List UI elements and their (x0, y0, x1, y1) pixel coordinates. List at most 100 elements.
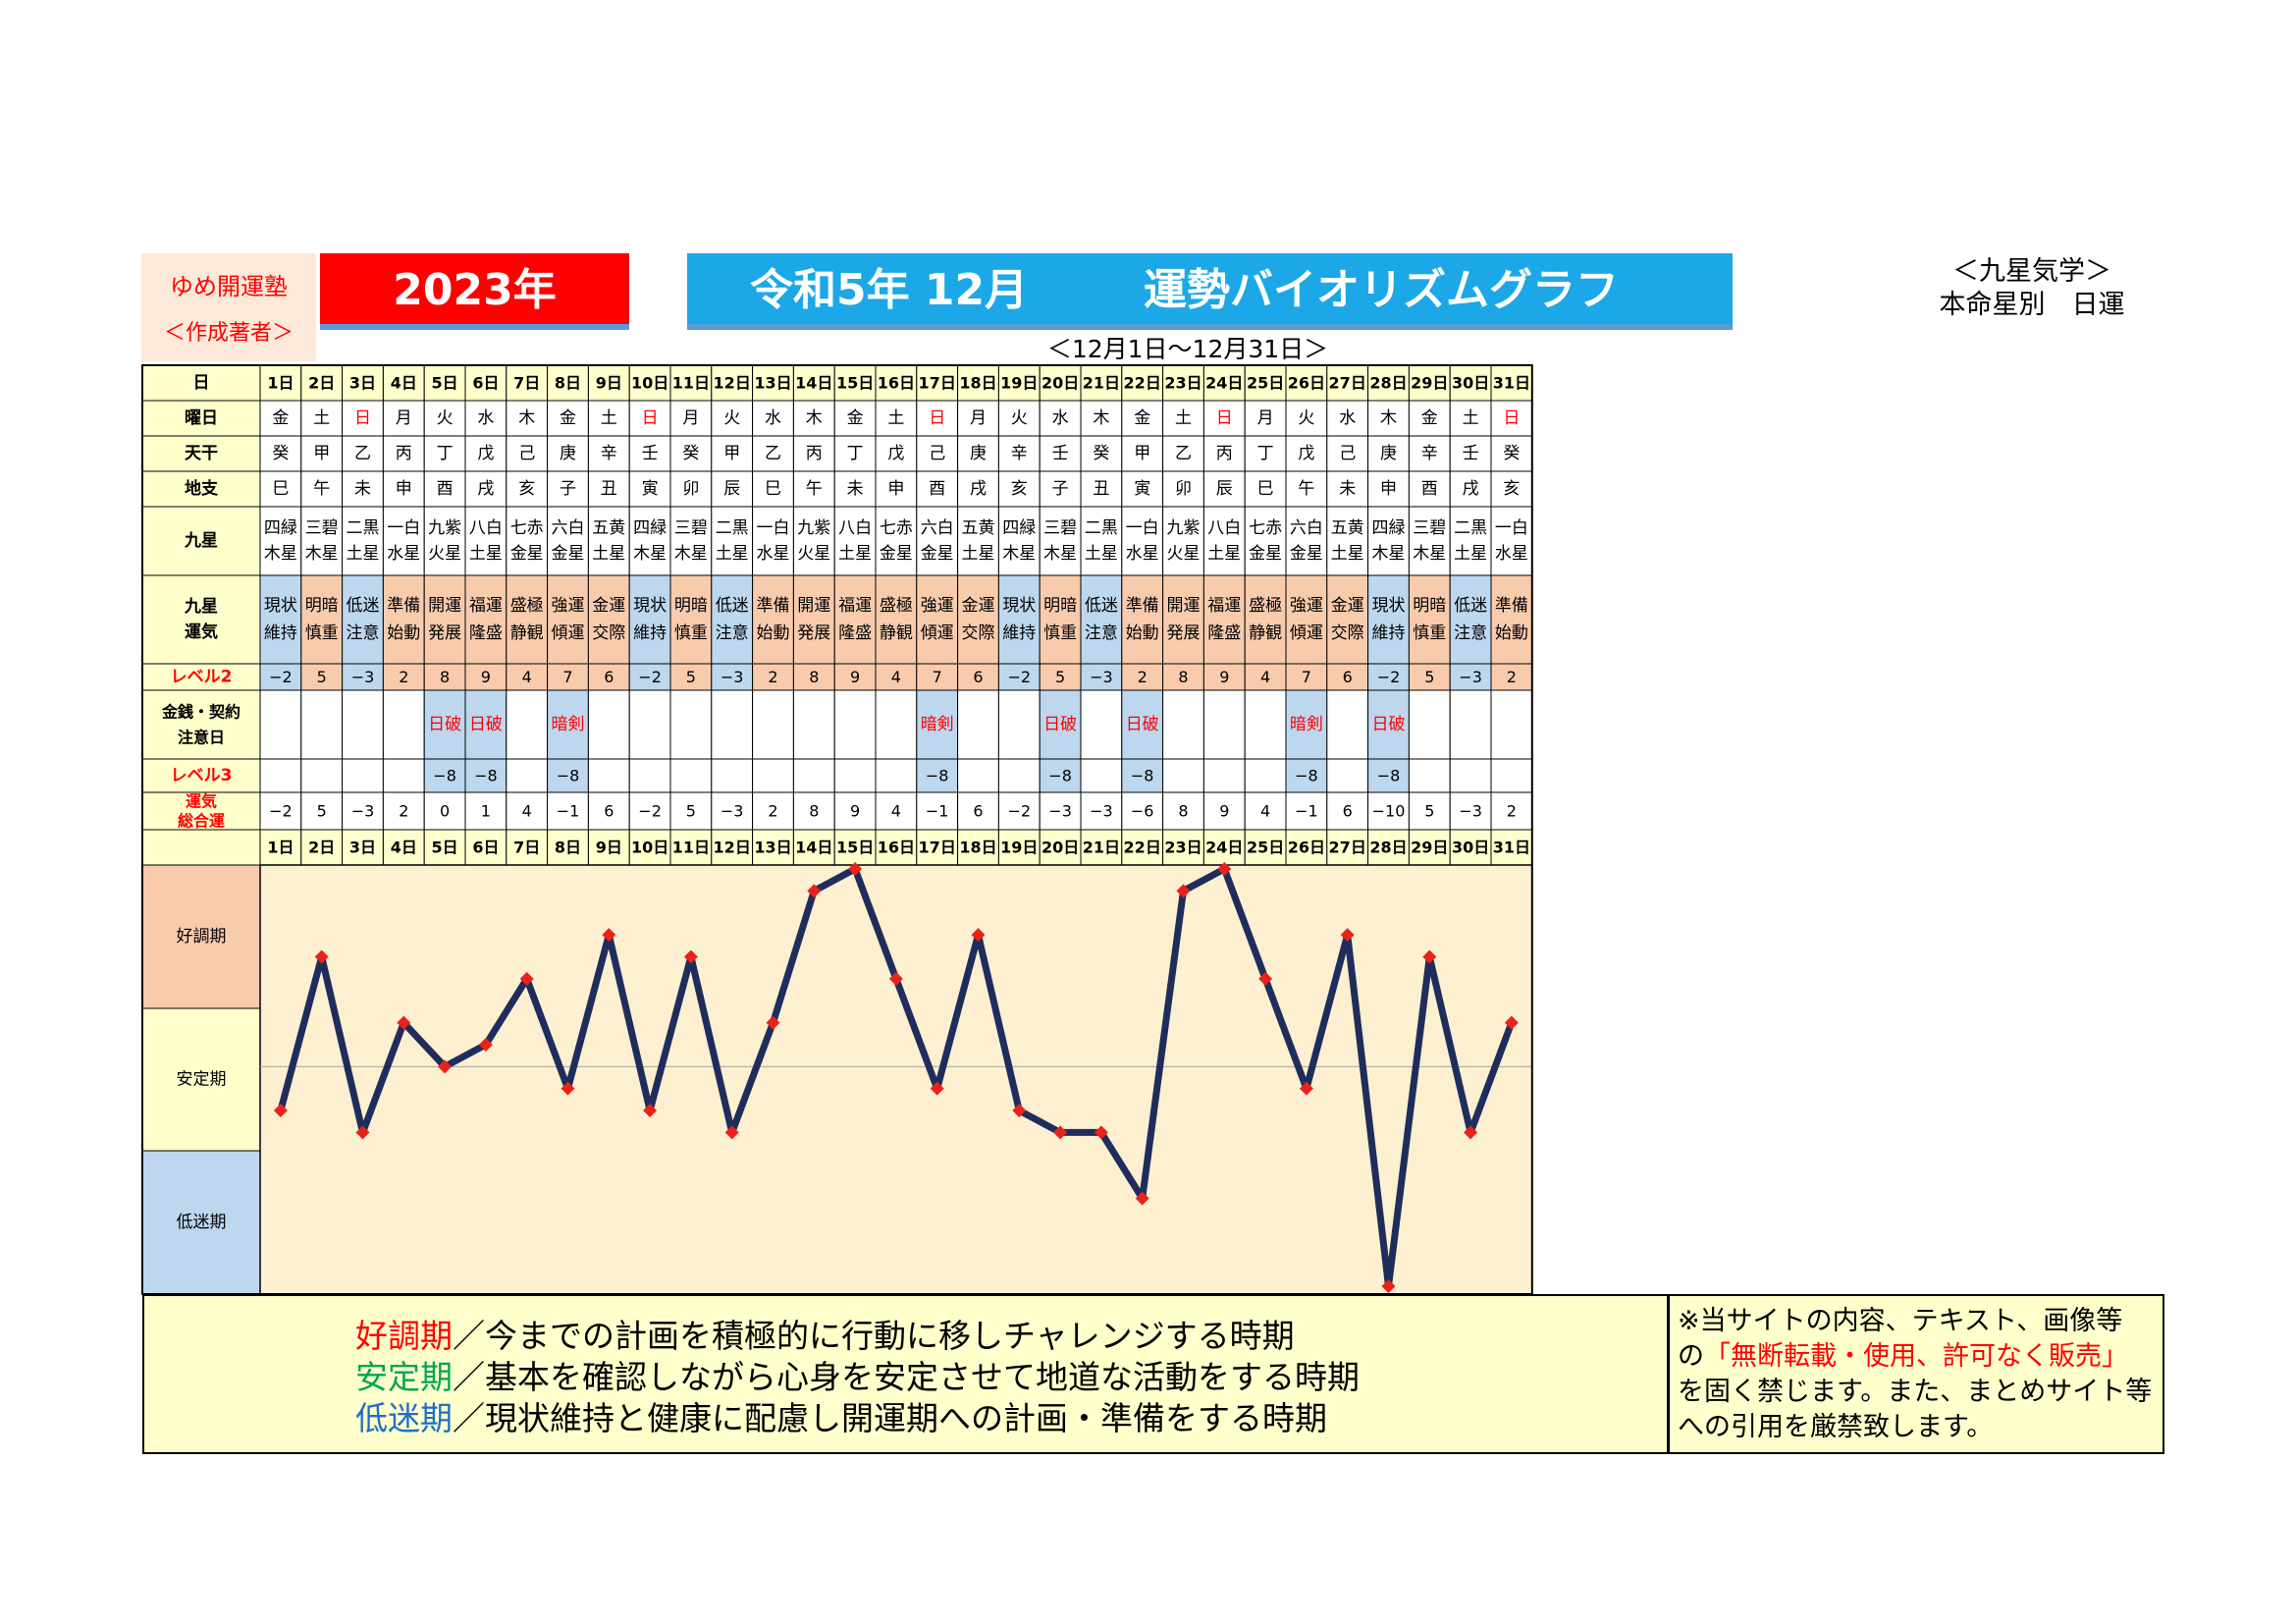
period-label-2: 低迷期 (177, 1213, 227, 1232)
weekday-label: 火 (723, 408, 740, 428)
tenkan-label: 乙 (354, 444, 371, 463)
chishi-label: 午 (1298, 479, 1314, 499)
cell-weekday (833, 400, 877, 437)
cell-level2 (1408, 663, 1451, 691)
cell-unki (1121, 574, 1164, 665)
cell-day (628, 364, 671, 402)
day-label: 10日 (631, 839, 668, 857)
unki-label: 注意 (347, 623, 380, 643)
total-value: 9 (850, 802, 860, 821)
chishi-label: 亥 (1011, 479, 1028, 499)
kyusei-label: 土星 (1454, 544, 1487, 564)
level3-value: −8 (1377, 767, 1401, 785)
cell-chishi (628, 470, 671, 508)
unki-label: 盛極 (1249, 596, 1282, 616)
cell-kyusei (997, 506, 1041, 576)
total-value: 0 (440, 802, 450, 821)
tenkan-label: 甲 (723, 444, 740, 463)
level2-value: 9 (850, 668, 860, 686)
unki-label: 盛極 (880, 596, 913, 616)
data-point-marker (766, 1015, 780, 1030)
cell-unki (1202, 574, 1246, 665)
kyusei-label: 一白 (1495, 518, 1528, 538)
cell-total (300, 791, 344, 831)
cell-level2 (875, 663, 918, 691)
kyusei-label: 三碧 (1043, 518, 1077, 538)
level3-value: −8 (1048, 767, 1072, 785)
day-label: 13日 (754, 839, 791, 857)
day-label: 3日 (349, 374, 376, 393)
cell-kinsen (1408, 689, 1451, 760)
unki-label: 注意 (1454, 623, 1487, 643)
kyusei-label: 八白 (469, 518, 503, 538)
row-label-level2: レベル2 (171, 668, 233, 687)
kinsen-warning: 暗剣 (921, 715, 954, 734)
cell-tenkan (628, 435, 671, 472)
cell-unki (875, 574, 918, 665)
unki-label: 現状 (1372, 596, 1406, 616)
day-label: 30日 (1452, 839, 1489, 857)
cell-total (997, 791, 1041, 831)
kyusei-label: 木星 (305, 544, 339, 564)
row-label-cell-kinsen (141, 689, 261, 760)
tenkan-label: 甲 (1134, 444, 1150, 463)
weekday-label: 金 (560, 408, 576, 428)
period-label-0: 好調期 (177, 927, 227, 947)
unki-label: 隆盛 (1207, 623, 1241, 643)
kyusei-label: 木星 (264, 544, 297, 564)
chart-plot-area (259, 864, 1533, 1295)
cell-unki (1285, 574, 1328, 665)
total-value: −3 (1459, 802, 1482, 821)
total-value: 1 (481, 802, 491, 821)
kyusei-label: 火星 (428, 544, 461, 564)
unki-label: 明暗 (1413, 596, 1446, 616)
weekday-label: 金 (272, 408, 289, 428)
chishi-label: 申 (887, 479, 904, 499)
kinsen-warning: 日破 (1043, 715, 1077, 734)
day-label: 3日 (349, 839, 376, 857)
unki-label: 始動 (757, 623, 790, 643)
cell-day2 (957, 829, 999, 866)
cell-unki (1367, 574, 1410, 665)
cell-day2 (547, 829, 589, 866)
cell-level3 (342, 758, 384, 793)
cell-day (423, 364, 466, 402)
kyusei-label: 五黄 (1331, 518, 1364, 538)
level2-value: 2 (399, 668, 408, 686)
unki-label: 現状 (633, 596, 667, 616)
cell-level3 (506, 758, 549, 793)
row-label-day: 日 (193, 373, 210, 393)
cell-weekday (1449, 400, 1492, 437)
cell-chishi (792, 470, 835, 508)
row-label-cell-level3 (141, 758, 261, 793)
cell-level2 (1490, 663, 1533, 691)
cell-kinsen (259, 689, 302, 760)
tenkan-label: 癸 (1093, 444, 1109, 463)
unki-label: 静観 (880, 623, 913, 643)
cell-tenkan (506, 435, 549, 472)
cell-kinsen (506, 689, 549, 760)
day-label: 2日 (308, 374, 335, 393)
total-value: −2 (1008, 802, 1032, 821)
legend-term-stable: 安定期 (355, 1358, 453, 1396)
unki-label: 福運 (1207, 596, 1241, 616)
title-month: 令和5年 12月 (750, 265, 1029, 315)
day-label: 1日 (267, 374, 294, 393)
chishi-label: 戌 (970, 479, 987, 499)
day-label: 31日 (1493, 839, 1530, 857)
data-point-marker (355, 1125, 370, 1140)
kyusei-label: 水星 (387, 544, 420, 564)
total-value: −3 (351, 802, 375, 821)
weekday-label: 金 (1134, 408, 1150, 428)
cell-unki (423, 574, 466, 665)
day-label: 28日 (1369, 839, 1407, 857)
kyusei-label: 土星 (962, 544, 995, 564)
row-label-unki-1: 九星 (184, 597, 218, 617)
cell-weekday (1367, 400, 1410, 437)
unki-label: 慎重 (1413, 623, 1446, 643)
unki-label: 現状 (264, 596, 297, 616)
cell-day2 (342, 829, 384, 866)
cell-level3 (300, 758, 344, 793)
cell-level2 (547, 663, 589, 691)
day-label: 17日 (919, 839, 956, 857)
